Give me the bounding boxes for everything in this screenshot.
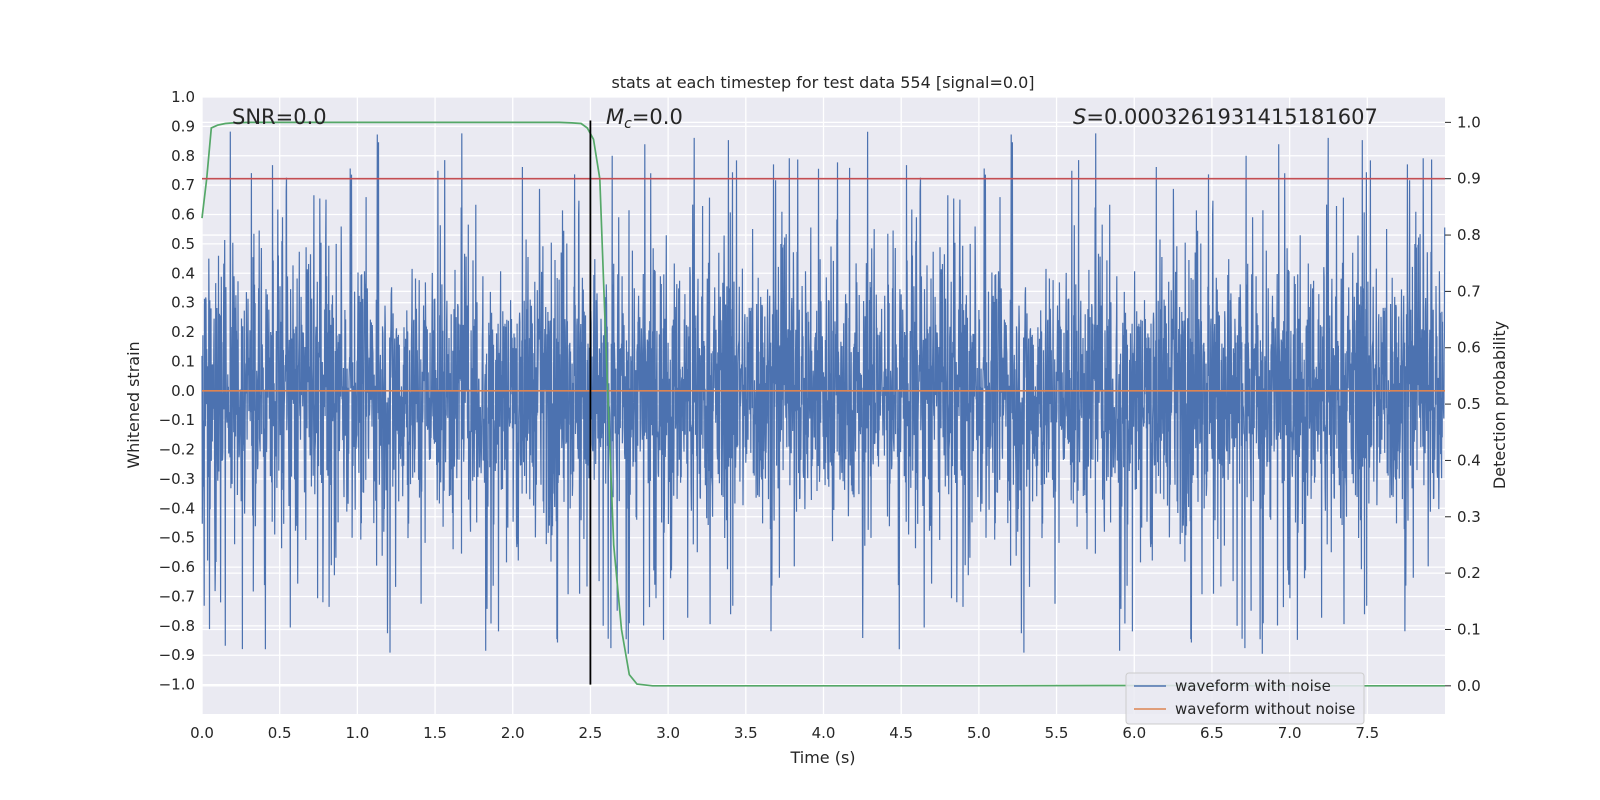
legend: waveform with noise waveform without noi… [1125,672,1365,725]
snr-annotation: SNR=0.0 [232,105,327,129]
y-tick-label: −0.4 [159,499,195,517]
chart-title: stats at each timestep for test data 554… [611,73,1034,92]
mc-symbol: M [606,105,624,129]
x-tick-label: 5.5 [1045,724,1069,742]
y2-tick-label: 0.0 [1457,677,1481,695]
y-axis-label: Whitened strain [124,341,143,468]
y-tick-label: 0.3 [171,294,195,312]
y-tick-label: 0.0 [171,382,195,400]
snr-prefix: SNR= [232,105,293,129]
y2-tick-label: 0.4 [1457,451,1481,469]
x-tick-label: 2.5 [579,724,603,742]
x-tick-label: 2.0 [501,724,525,742]
y2-tick-label: 0.8 [1457,226,1481,244]
x-tick-label: 4.5 [889,724,913,742]
y-tick-labels: 1.0 0.9 0.8 0.7 0.6 0.5 0.4 0.3 0.2 0.1 0.0 −0.1 −0.… [159,88,195,694]
x-tick-label: 0.5 [268,724,292,742]
noise-waveform-line [201,131,1446,654]
y-tick-label: 0.9 [171,117,195,135]
y2-tick-label: 0.2 [1457,564,1481,582]
mc-subscript: c [624,116,632,132]
y-tick-label: −1.0 [159,676,195,694]
legend-box [1125,672,1365,725]
s-value: =0.0003261931415181607 [1086,105,1378,129]
y2-tick-label: 0.1 [1457,620,1481,638]
y-tick-label: −0.8 [159,617,195,635]
x-tick-labels: 0.0 0.5 1.0 1.5 2.0 2.5 3.0 3.5 4.0 4.5 5.0 5.5 6.0 6… [190,724,1379,742]
x-tick-label: 3.5 [734,724,758,742]
x-tick-label: 7.5 [1355,724,1379,742]
y2-tick-labels: 1.0 0.9 0.8 0.7 0.6 0.5 0.4 0.3 0.2 0.1 0.0 [1445,113,1481,695]
x-tick-label: 5.0 [967,724,991,742]
series-lines [201,120,1445,687]
y-tick-label: −0.9 [159,646,195,664]
x-axis-label: Time (s) [789,748,855,767]
y-tick-label: 0.5 [171,235,195,253]
y-tick-label: 0.2 [171,323,195,341]
y2-tick-label: 1.0 [1457,113,1481,131]
y2-tick-label: 0.3 [1457,508,1481,526]
mc-annotation: Mc=0.0 [606,105,683,132]
legend-label-waveform-with-noise: waveform with noise [1175,677,1331,695]
y-tick-label: −0.3 [159,470,195,488]
x-tick-label: 0.0 [190,724,214,742]
y-tick-label: 1.0 [171,88,195,106]
detection-probability-line [201,121,1445,687]
x-tick-label: 3.0 [656,724,680,742]
y-tick-label: −0.6 [159,558,195,576]
mc-value: =0.0 [632,105,683,129]
s-symbol: S [1073,105,1086,129]
y-tick-label: 0.4 [171,264,195,282]
x-tick-label: 4.0 [812,724,836,742]
x-tick-label: 1.0 [345,724,369,742]
y2-axis-label: Detection probability [1490,321,1509,489]
y-tick-label: 0.7 [171,176,195,194]
y-tick-label: −0.5 [159,529,195,547]
y-tick-label: 0.6 [171,206,195,224]
y2-tick-label: 0.5 [1457,395,1481,413]
legend-label-waveform-without-noise: waveform without noise [1175,700,1355,718]
x-tick-label: 7.0 [1278,724,1302,742]
y-tick-label: −0.7 [159,587,195,605]
y2-tick-label: 0.7 [1457,282,1481,300]
s-annotation: S=0.0003261931415181607 [1073,105,1378,129]
x-tick-label: 6.0 [1122,724,1146,742]
snr-value: 0.0 [293,105,326,129]
y-tick-label: −0.2 [159,441,195,459]
x-tick-label: 1.5 [423,724,447,742]
series-waveform-with-noise [201,131,1446,654]
y-tick-label: 0.8 [171,147,195,165]
y-tick-label: −0.1 [159,411,195,429]
y2-tick-label: 0.6 [1457,339,1481,357]
y-tick-label: 0.1 [171,352,195,370]
y2-tick-label: 0.9 [1457,170,1481,188]
x-tick-label: 6.5 [1200,724,1224,742]
